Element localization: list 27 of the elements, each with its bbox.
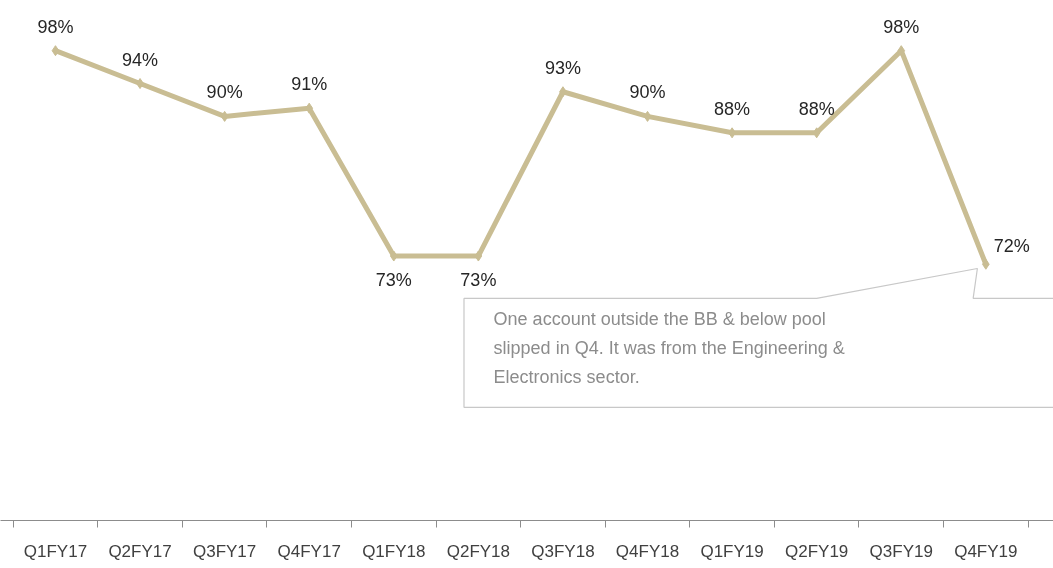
x-tick-label: Q2FY19 (785, 541, 849, 561)
x-tick-label: Q1FY18 (362, 541, 426, 561)
data-label: 73% (460, 270, 497, 291)
data-label: 91% (291, 74, 328, 95)
data-label: 88% (714, 98, 751, 119)
data-label: 98% (883, 16, 920, 37)
x-tick-label: Q3FY17 (192, 541, 257, 561)
x-tick-label: Q4FY19 (954, 541, 1018, 561)
data-label: 93% (544, 57, 581, 78)
data-label: 73% (375, 270, 412, 291)
x-tick-label: Q3FY19 (869, 541, 933, 561)
point (51, 45, 60, 57)
text: One account outside the BB & below pool slipped in Q4. It was from the Engineering & Electronics sector. (493, 309, 845, 388)
x-tick-label: Q2FY18 (446, 541, 511, 561)
data-label: 98% (37, 16, 74, 37)
x-tick-label: Q4FY18 (615, 541, 680, 561)
x-tick-label: Q4FY17 (277, 541, 341, 561)
x-tick-label: Q1FY19 (700, 541, 764, 561)
point (897, 45, 906, 57)
x-tick-label: Q1FY17 (23, 541, 88, 561)
data-label: 94% (122, 49, 159, 70)
data-label: 88% (798, 98, 835, 119)
data-label: 72% (993, 236, 1030, 257)
x-tick-label: Q3FY18 (531, 541, 595, 561)
x-tick-label: Q2FY17 (108, 541, 172, 561)
data-label: 90% (206, 82, 243, 103)
data-label: 90% (629, 82, 666, 103)
